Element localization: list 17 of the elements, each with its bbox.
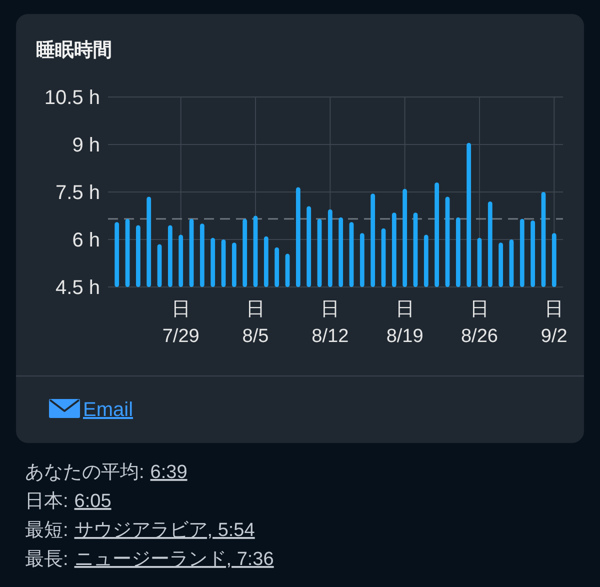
y-tick-label: 4.5 h — [56, 277, 100, 300]
x-tick-label: 日 8/5 — [242, 299, 269, 347]
x-tick-label: 日 9/2 — [540, 299, 568, 347]
x-tick-label: 日 8/26 — [460, 299, 498, 347]
x-tick-label: 日 7/29 — [162, 299, 200, 347]
y-tick-label: 10.5 h — [44, 87, 100, 110]
x-tick-label: 日 8/19 — [386, 299, 424, 347]
text: 日本: 6:05 — [25, 491, 112, 512]
y-tick-label: 6 h — [72, 230, 100, 252]
chart-title: 睡眠時間 — [36, 39, 112, 61]
y-tick-label: 7.5 h — [56, 182, 100, 204]
text: 最長: ニュージーランド, 7:36 — [25, 549, 274, 570]
text: 最短: サウジアラビア, 5:54 — [25, 520, 256, 541]
text: Email — [83, 399, 134, 421]
y-tick-label: 9 h — [72, 134, 100, 157]
x-tick-label: 日 8/12 — [312, 299, 349, 347]
text: あなたの平均: 6:39 — [25, 462, 188, 483]
